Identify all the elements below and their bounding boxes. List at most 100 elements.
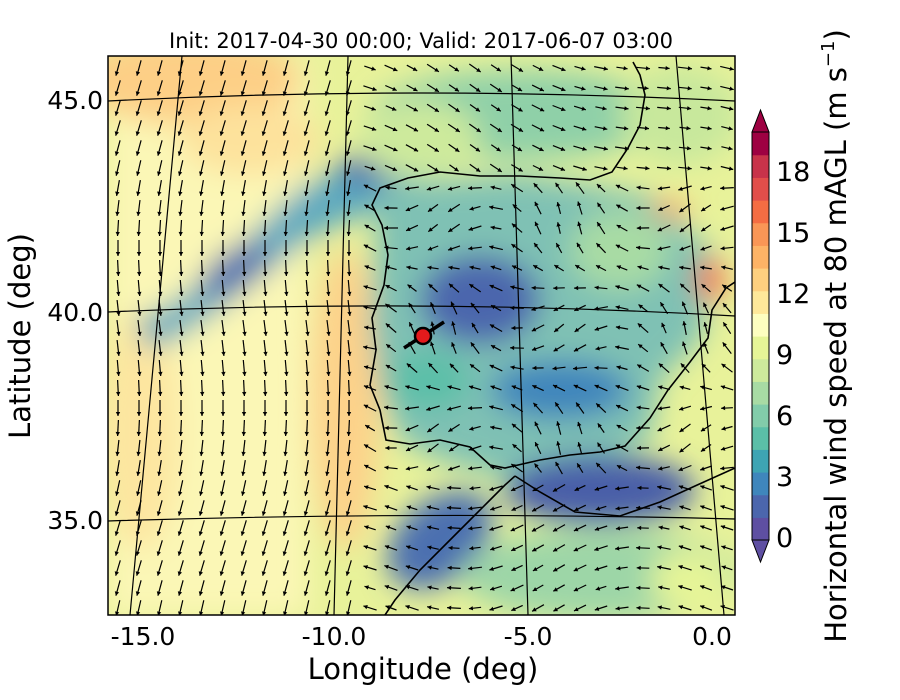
wind-vector-head (636, 225, 641, 231)
wind-vector-head (448, 545, 453, 551)
wind-vector-head (636, 284, 642, 289)
wind-vector-head (707, 126, 712, 131)
wind-vector-head (518, 107, 523, 112)
wind-vector-head (372, 146, 377, 151)
wind-vector-head (115, 231, 120, 236)
wind-vector-head (469, 265, 474, 270)
wind-vector-head (573, 567, 579, 572)
wind-vector-head (178, 191, 183, 196)
wind-vector-head (363, 505, 368, 510)
wind-vector-head (263, 271, 268, 276)
wind-vector-head (575, 265, 580, 270)
colorbar-frame (751, 131, 770, 541)
wind-vector-head (603, 146, 608, 151)
wind-vector-head (511, 607, 516, 611)
wind-vector-head (723, 322, 728, 327)
wind-vector-head (221, 371, 226, 376)
wind-vector-head (241, 412, 247, 416)
wind-vector-head (623, 166, 628, 171)
wind-vector-head (240, 551, 245, 556)
wind-vector-head (678, 485, 684, 490)
wind-vector-head (678, 585, 683, 590)
wind-vector-head (324, 91, 329, 96)
wind-vector-head (511, 325, 516, 331)
wind-vector-head (262, 471, 267, 476)
wind-vector-head (532, 607, 537, 612)
wind-vector-head (721, 405, 726, 411)
wind-vector-head (720, 466, 725, 471)
wind-vector-head (345, 511, 351, 516)
wind-vector-head (392, 127, 398, 132)
wind-vector-head (116, 351, 121, 356)
wind-vector-head (490, 425, 495, 430)
wind-vector-head (615, 506, 620, 511)
wind-vector-head (115, 252, 121, 256)
wind-vector-head (240, 511, 246, 516)
wind-vector-head (679, 427, 685, 432)
wind-vector-head (179, 371, 184, 376)
wind-vector-head (413, 107, 418, 112)
wind-vector-head (518, 167, 523, 172)
wind-vector-head (427, 565, 432, 570)
wind-vector-head (615, 586, 620, 591)
wind-vector-head (241, 611, 246, 615)
wind-vector-head (616, 204, 621, 209)
wind-vector-head (347, 311, 352, 316)
wind-vector-head (491, 345, 496, 350)
wind-vector-head (448, 265, 453, 270)
wind-vector-head (136, 412, 142, 416)
colorbar-segment (752, 358, 769, 382)
wind-vector-head (658, 265, 663, 270)
wind-vector-head (325, 491, 330, 496)
wind-vector-head (615, 305, 620, 310)
wind-vector-head (135, 91, 140, 96)
wind-vector-head (114, 591, 120, 596)
wind-vector-head (241, 191, 246, 196)
wind-vector-head (364, 265, 370, 270)
wind-vector-head (678, 186, 683, 191)
wind-vector-head (240, 111, 245, 116)
wind-vector-head (533, 265, 538, 270)
wind-vector-head (553, 307, 559, 311)
wind-vector-head (305, 351, 310, 356)
wind-vector-head (615, 526, 621, 531)
wind-vector-head (434, 167, 439, 172)
wind-vector-head (594, 546, 599, 551)
wind-vector-head (623, 126, 629, 131)
wind-vector-head (136, 252, 142, 256)
wind-vector-head (385, 303, 390, 308)
wind-vector-head (469, 486, 474, 491)
wind-vector-head (518, 67, 523, 72)
colorbar-max-extension (751, 108, 770, 133)
wind-vector-head (534, 201, 539, 207)
wind-vector-head (405, 186, 410, 191)
wind-vector-head (637, 485, 642, 491)
wind-vector-head (303, 131, 308, 136)
wind-vector-head (700, 466, 705, 471)
wind-vector-head (242, 311, 247, 316)
wind-vector-head (156, 591, 162, 596)
wind-vector-head (324, 571, 329, 576)
wind-vector-head (560, 146, 566, 151)
wind-vector-head (657, 406, 662, 411)
wind-vector-head (198, 131, 203, 136)
wind-vector-head (687, 66, 692, 71)
wind-vector-head (636, 425, 641, 431)
wind-vector-head (687, 106, 692, 111)
wind-vector-head (728, 106, 734, 111)
wind-vector-head (510, 587, 516, 592)
wind-vector-head (136, 231, 141, 236)
wind-vector-head (219, 71, 225, 76)
wind-vector-head (384, 585, 390, 590)
wind-vector-head (116, 271, 121, 276)
wind-vector-head (447, 186, 453, 191)
colorbar-segment (752, 381, 769, 405)
wind-vector-head (405, 427, 411, 432)
wind-vector-head (489, 205, 494, 210)
wind-vector-head (303, 551, 308, 556)
wind-vector-head (385, 265, 390, 270)
wind-vector-head (263, 351, 268, 356)
wind-vector-head (658, 466, 663, 471)
wind-vector-head (427, 246, 433, 251)
wind-vector-head (406, 363, 412, 368)
